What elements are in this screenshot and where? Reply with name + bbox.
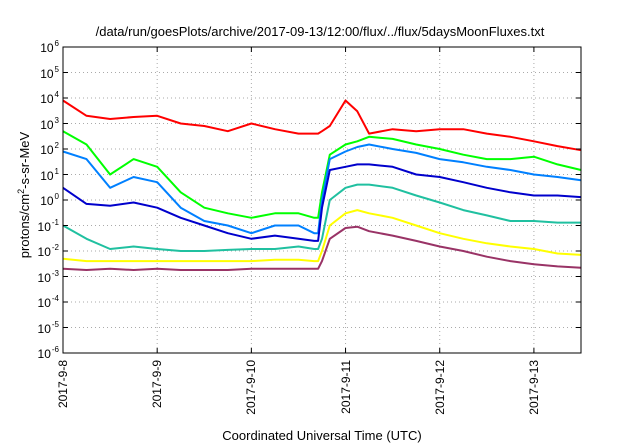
x-tick-label: 2017-9-10 — [244, 360, 259, 415]
series-line-2 — [62, 130, 582, 219]
series-line-5 — [62, 183, 581, 252]
series-line-1 — [62, 99, 582, 152]
y-tick-label: 103 — [40, 115, 59, 132]
y-tick-label: 102 — [40, 141, 59, 157]
y-tick-label: 101 — [40, 166, 59, 183]
y-tick-label: 106 — [40, 39, 59, 55]
series-line-4 — [62, 163, 582, 242]
y-axis-label: protons/cm2-s-sr-MeV — [15, 131, 33, 259]
y-tick-label: 10-2 — [37, 243, 59, 259]
series-lines — [62, 99, 582, 271]
y-tick-label: 10-4 — [37, 294, 59, 310]
y-tick-label: 100 — [40, 192, 59, 208]
y-tick-label: 105 — [40, 64, 59, 81]
x-tick-label: 2017-9-9 — [150, 360, 165, 409]
y-tick-label: 10-6 — [37, 345, 59, 361]
series-line-7 — [62, 225, 582, 271]
series-line-3 — [62, 143, 582, 235]
y-tick-label: 10-1 — [37, 217, 59, 234]
grid-lines — [63, 47, 581, 353]
series-line-6 — [62, 209, 582, 263]
x-tick-label: 2017-9-13 — [526, 360, 541, 415]
y-tick-label: 10-5 — [37, 319, 59, 336]
x-axis-label: Coordinated Universal Time (UTC) — [222, 428, 422, 443]
y-tick-label: 10-3 — [37, 268, 59, 285]
y-tick-label: 104 — [40, 90, 59, 106]
x-tick-label: 2017-9-8 — [56, 360, 70, 409]
tick-marks — [62, 46, 581, 354]
x-tick-label: 2017-9-11 — [338, 360, 353, 414]
chart-title: /data/run/goesPlots/archive/2017-09-13/1… — [95, 24, 545, 39]
x-tick-label: 2017-9-12 — [432, 360, 447, 415]
